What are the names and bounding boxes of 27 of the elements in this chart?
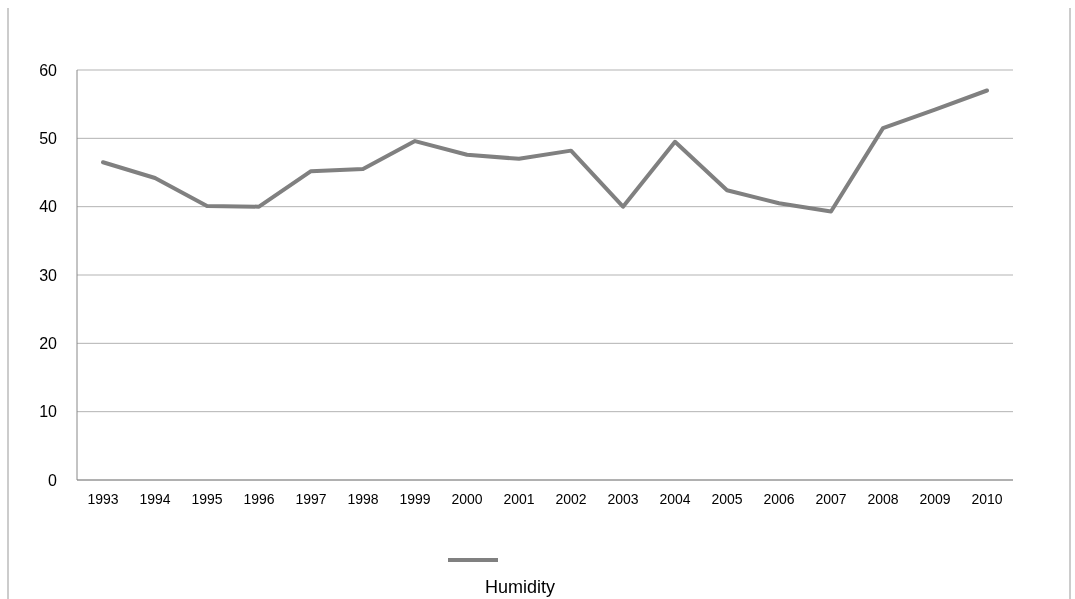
x-tick-label: 2010: [971, 491, 1003, 507]
x-tick-label: 2007: [815, 491, 847, 507]
y-tick-label: 20: [39, 334, 58, 352]
x-tick-label: 2002: [555, 491, 587, 507]
x-tick-label: 2001: [503, 491, 535, 507]
y-tick-label: 10: [39, 403, 58, 421]
y-tick-label: 30: [39, 266, 58, 284]
x-tick-label: 2000: [451, 491, 483, 507]
y-tick-label: 0: [48, 471, 58, 489]
legend-label: Humidity: [484, 577, 556, 597]
x-tick-label: 1995: [191, 491, 223, 507]
x-tick-label: 2005: [711, 491, 743, 507]
x-tick-label: 2008: [867, 491, 899, 507]
x-tick-label: 2009: [919, 491, 951, 507]
y-tick-label: 60: [39, 61, 58, 79]
x-tick-label: 1999: [399, 491, 431, 507]
x-tick-label: 2004: [659, 491, 691, 507]
y-tick-label: 40: [39, 198, 58, 216]
x-tick-label: 2006: [763, 491, 795, 507]
line-series: [101, 88, 989, 214]
x-tick-label: 2003: [607, 491, 639, 507]
y-tick-label: 50: [39, 129, 58, 147]
x-tick-label: 1996: [243, 491, 275, 507]
x-tick-label: 1994: [139, 491, 171, 507]
x-tick-label: 1993: [87, 491, 119, 507]
x-tick-label: 1998: [347, 491, 379, 507]
x-tick-label: 1997: [295, 491, 327, 507]
